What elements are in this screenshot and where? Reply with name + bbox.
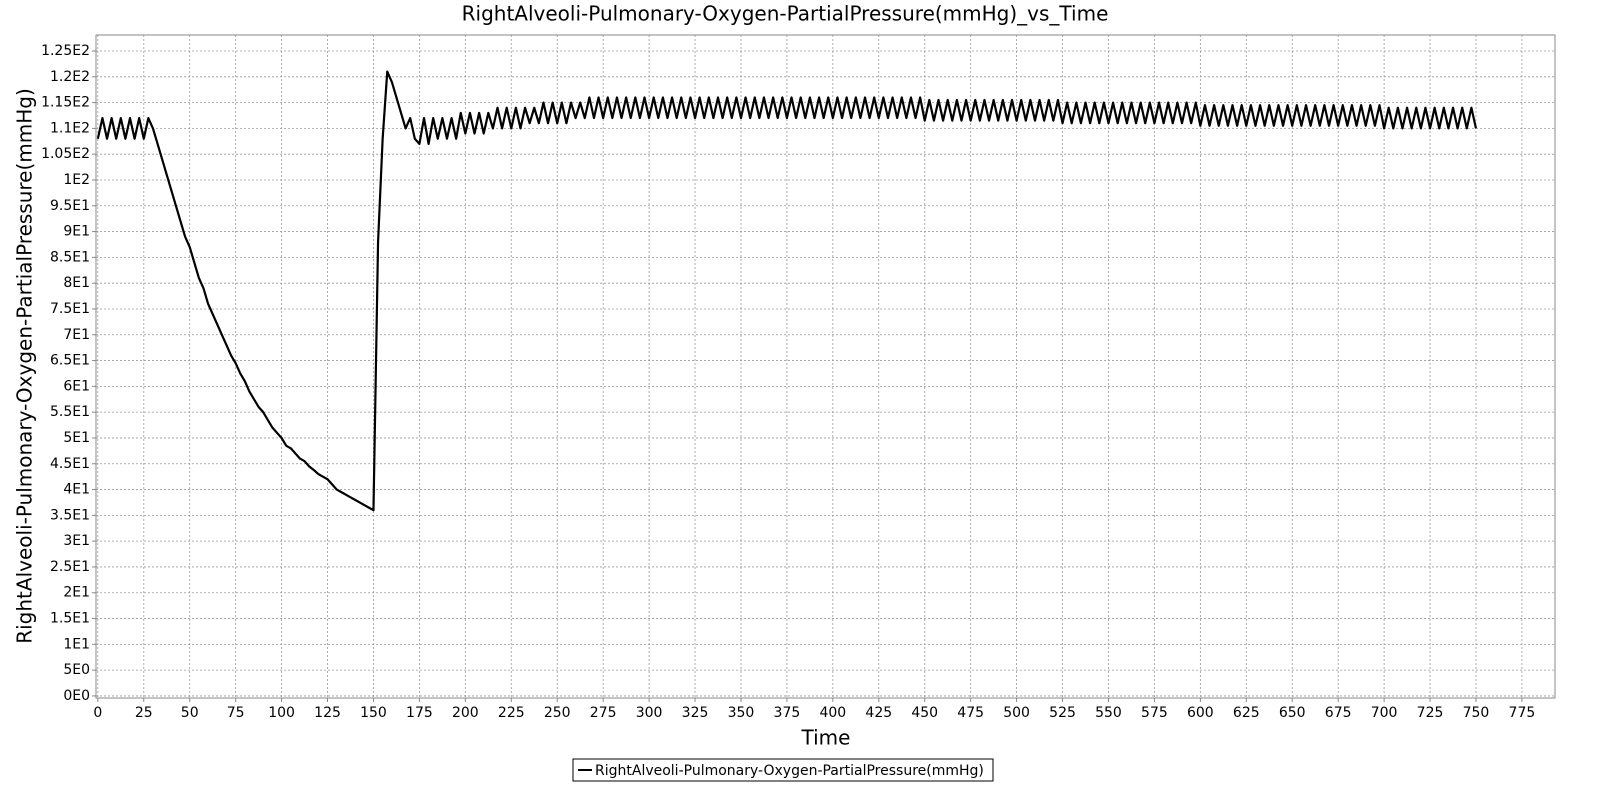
y-tick-label: 6.5E1 bbox=[50, 353, 90, 369]
y-tick-label: 5.5E1 bbox=[50, 404, 90, 420]
y-tick-label: 9.5E1 bbox=[50, 198, 90, 214]
x-tick-label: 725 bbox=[1417, 705, 1444, 721]
y-tick-label: 7E1 bbox=[63, 327, 90, 343]
x-tick-label: 625 bbox=[1233, 705, 1260, 721]
x-tick-label: 75 bbox=[227, 705, 245, 721]
y-tick-label: 5E1 bbox=[63, 430, 90, 446]
x-tick-label: 400 bbox=[819, 705, 846, 721]
x-tick-label: 575 bbox=[1141, 705, 1168, 721]
x-tick-label: 175 bbox=[406, 705, 433, 721]
x-tick-label: 750 bbox=[1463, 705, 1490, 721]
x-tick-label: 225 bbox=[498, 705, 525, 721]
x-tick-label: 100 bbox=[268, 705, 295, 721]
legend-box bbox=[572, 758, 994, 782]
x-tick-label: 325 bbox=[682, 705, 709, 721]
legend-label: RightAlveoli-Pulmonary-Oxygen-PartialPre… bbox=[595, 763, 984, 779]
y-tick-label: 2.5E1 bbox=[50, 559, 90, 575]
x-tick-label: 600 bbox=[1187, 705, 1214, 721]
x-axis-label: Time bbox=[801, 726, 851, 750]
y-tick-label: 3E1 bbox=[63, 533, 90, 549]
y-tick-label: 1.5E1 bbox=[50, 611, 90, 627]
y-axis-label: RightAlveoli-Pulmonary-Oxygen-PartialPre… bbox=[13, 88, 37, 644]
y-tick-label: 4.5E1 bbox=[50, 456, 90, 472]
x-tick-label: 475 bbox=[957, 705, 984, 721]
grid: 0E0 5E0 1E1 1.5E1 2E1 2.5E1 3E1 3.5E1 4E1 4.5E1 5E… bbox=[41, 35, 1555, 721]
x-tick-label: 700 bbox=[1371, 705, 1398, 721]
legend: RightAlveoli-Pulmonary-Oxygen-PartialPre… bbox=[572, 758, 994, 782]
x-tick-label: 525 bbox=[1049, 705, 1076, 721]
series-line bbox=[96, 70, 1478, 512]
x-tick-label: 250 bbox=[544, 705, 571, 721]
x-tick-label: 775 bbox=[1509, 705, 1536, 721]
x-tick-label: 650 bbox=[1279, 705, 1306, 721]
x-tick-label: 450 bbox=[911, 705, 938, 721]
y-tick-label: 1.1E2 bbox=[50, 120, 90, 136]
y-tick-label: 0E0 bbox=[63, 688, 90, 704]
x-tick-label: 300 bbox=[636, 705, 663, 721]
y-tick-label: 5E0 bbox=[63, 662, 90, 678]
y-tick-label: 2E1 bbox=[63, 585, 90, 601]
y-tick-label: 1.2E2 bbox=[50, 69, 90, 85]
y-tick-label: 1E2 bbox=[63, 172, 90, 188]
y-tick-label: 1.25E2 bbox=[41, 43, 90, 59]
x-tick-label: 125 bbox=[314, 705, 341, 721]
x-tick-label: 375 bbox=[774, 705, 801, 721]
y-tick-label: 3.5E1 bbox=[50, 507, 90, 523]
x-tick-label: 0 bbox=[93, 705, 102, 721]
y-tick-label: 6E1 bbox=[63, 378, 90, 394]
x-tick-label: 50 bbox=[181, 705, 199, 721]
y-tick-label: 1.15E2 bbox=[41, 95, 90, 111]
plot bbox=[96, 70, 1478, 512]
y-tick-label: 1E1 bbox=[63, 636, 90, 652]
y-tick-label: 9E1 bbox=[63, 224, 90, 240]
x-tick-label: 500 bbox=[1003, 705, 1030, 721]
y-tick-label: 8E1 bbox=[63, 275, 90, 291]
y-tick-label: 8.5E1 bbox=[50, 249, 90, 265]
chart-title: RightAlveoli-Pulmonary-Oxygen-PartialPre… bbox=[462, 2, 1109, 26]
x-tick-label: 675 bbox=[1325, 705, 1352, 721]
x-tick-label: 150 bbox=[360, 705, 387, 721]
y-tick-label: 4E1 bbox=[63, 482, 90, 498]
x-tick-label: 200 bbox=[452, 705, 479, 721]
x-tick-label: 350 bbox=[728, 705, 755, 721]
y-tick-label: 1.05E2 bbox=[41, 146, 90, 162]
plot-frame bbox=[95, 34, 1556, 699]
x-tick-label: 275 bbox=[590, 705, 617, 721]
x-tick-label: 550 bbox=[1095, 705, 1122, 721]
x-tick-label: 425 bbox=[865, 705, 892, 721]
x-tick-label: 25 bbox=[135, 705, 153, 721]
y-tick-label: 7.5E1 bbox=[50, 301, 90, 317]
